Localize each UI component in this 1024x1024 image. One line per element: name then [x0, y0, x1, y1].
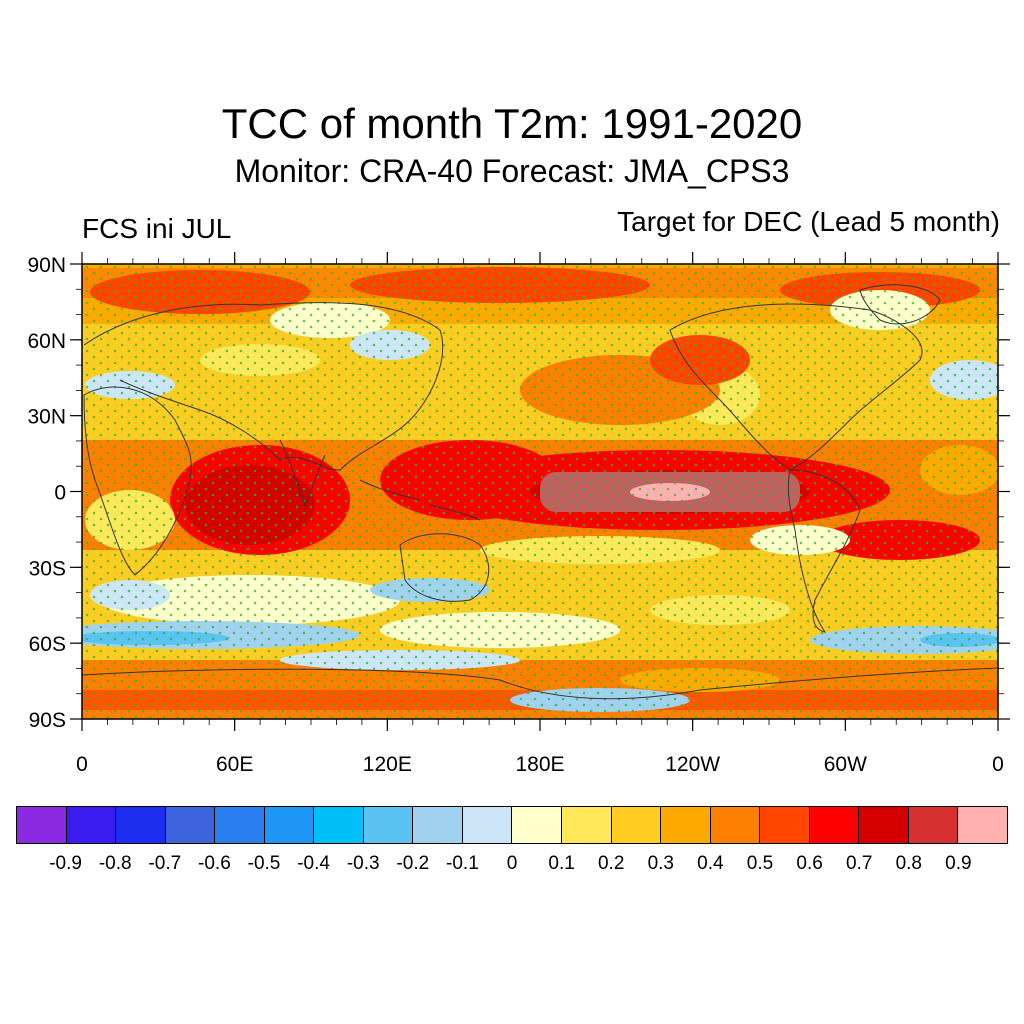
colorbar-label: -0.8	[98, 853, 132, 874]
colorbar-label: -0.5	[247, 853, 281, 874]
correlation-map: 90N 60N 30N 0 30S 60S 90S 0 60E 120E 180E 120W 60W 0	[27, 252, 1010, 776]
colorbar-swatch	[17, 807, 67, 843]
colorbar-swatch	[512, 807, 563, 843]
colorbar-label: -0.7	[148, 853, 182, 874]
lat-tick-label: 60N	[27, 330, 66, 353]
colorbar-swatch	[462, 807, 513, 843]
lon-tick-label: 60W	[824, 753, 867, 776]
colorbar-swatch	[809, 807, 860, 843]
colorbar-label: 0.4	[697, 853, 724, 874]
colorbar-swatch	[413, 807, 463, 843]
lon-tick-label: 0	[992, 753, 1004, 776]
colorbar-label: -0.6	[198, 853, 231, 874]
lon-tick-label: 120E	[363, 753, 412, 776]
colorbar	[16, 806, 1008, 844]
colorbar-swatch	[760, 807, 810, 843]
lat-tick-label: 0	[54, 482, 66, 505]
lon-tick-label: 0	[76, 753, 88, 776]
colorbar-label: 0.9	[945, 853, 972, 874]
colorbar-label: 0.5	[746, 853, 774, 874]
colorbar-swatch	[215, 807, 265, 843]
colorbar-label: 0.8	[895, 853, 923, 874]
colorbar-label: 0.7	[845, 853, 873, 874]
colorbar-swatch	[116, 807, 166, 843]
init-label: FCS ini JUL	[82, 213, 232, 244]
colorbar-swatch	[165, 807, 216, 843]
colorbar-label: -0.4	[297, 853, 330, 874]
colorbar-label: -0.3	[346, 853, 380, 874]
colorbar-swatch	[66, 807, 117, 843]
colorbar-label: 0	[506, 853, 518, 874]
colorbar-label: 0.6	[796, 853, 823, 874]
colorbar-label: -0.9	[49, 853, 82, 874]
colorbar-swatch	[958, 807, 1007, 843]
colorbar-swatch	[363, 807, 414, 843]
lon-tick-label: 120W	[665, 753, 720, 776]
colorbar-label: 0.3	[647, 853, 675, 874]
colorbar-label: -0.2	[396, 853, 430, 874]
colorbar-swatch	[562, 807, 612, 843]
colorbar-swatch	[611, 807, 662, 843]
axis-ticks	[70, 252, 1010, 731]
plot-title: TCC of month T2m: 1991-2020	[221, 100, 803, 147]
lat-tick-label: 60S	[29, 633, 66, 656]
lon-tick-label: 60E	[216, 753, 253, 776]
colorbar-label: 0.1	[548, 853, 575, 874]
colorbar-swatch	[908, 807, 959, 843]
colorbar-swatch	[264, 807, 315, 843]
lat-tick-label: 30S	[29, 557, 66, 580]
axis-tick-labels: 90N 60N 30N 0 30S 60S 90S 0 60E 120E 180E 120W 60W 0	[27, 254, 1003, 776]
colorbar-label: -0.1	[446, 853, 479, 874]
colorbar-swatch	[314, 807, 364, 843]
lon-tick-label: 180E	[515, 753, 564, 776]
lat-tick-label: 90S	[29, 709, 66, 732]
map-field	[82, 264, 998, 719]
colorbar-swatch	[661, 807, 711, 843]
lat-tick-label: 30N	[27, 406, 66, 429]
colorbar-label: 0.2	[597, 853, 625, 874]
target-label: Target for DEC (Lead 5 month)	[617, 206, 1000, 237]
lat-tick-label: 90N	[27, 254, 66, 277]
coastlines	[82, 284, 998, 700]
colorbar-swatch	[859, 807, 909, 843]
colorbar-swatch	[710, 807, 761, 843]
plot-subtitle: Monitor: CRA-40 Forecast: JMA_CPS3	[234, 153, 790, 189]
